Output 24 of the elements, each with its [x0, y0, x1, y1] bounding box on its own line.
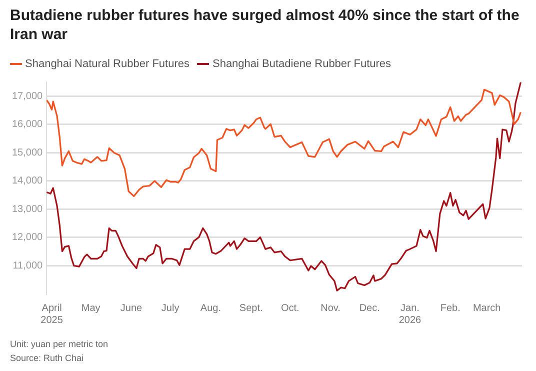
x-tick-label: Sept. [239, 302, 263, 314]
x-tick-label: July [161, 302, 180, 314]
y-tick-label: 15,000 [12, 147, 44, 158]
chart-title: Butadiene rubber futures have surged almost 40% since the start of the Iran war [10, 6, 520, 44]
y-tick-label: 12,000 [12, 232, 44, 244]
x-tick-label: Nov. [320, 302, 340, 314]
x-tick-label: March [472, 302, 501, 314]
y-tick-label: 11,000 [12, 260, 44, 272]
legend-label: Shanghai Natural Rubber Futures [25, 58, 190, 70]
y-tick-label: 14,000 [12, 176, 44, 187]
x-tick-label: June [120, 302, 143, 314]
text: Unit: yuan per metric ton [10, 338, 108, 351]
y-tick-label: 17,000 [12, 90, 44, 102]
y-tick-label: 16,000 [12, 119, 44, 130]
x-tick-label: Aug. [200, 302, 221, 314]
x-tick-label: Dec. [359, 302, 380, 314]
legend-label: Shanghai Butadiene Rubber Futures [212, 58, 392, 70]
x-tick-label: Oct. [280, 302, 300, 314]
x-tick-label: Feb. [440, 302, 460, 314]
x-tick-label: Jan. 2026 [398, 302, 422, 326]
y-tick-label: 13,000 [12, 204, 44, 215]
source-note: Source: Ruth Chai [10, 352, 85, 365]
x-tick-label: May [81, 302, 100, 314]
x-tick-label: April 2025 [40, 302, 64, 326]
